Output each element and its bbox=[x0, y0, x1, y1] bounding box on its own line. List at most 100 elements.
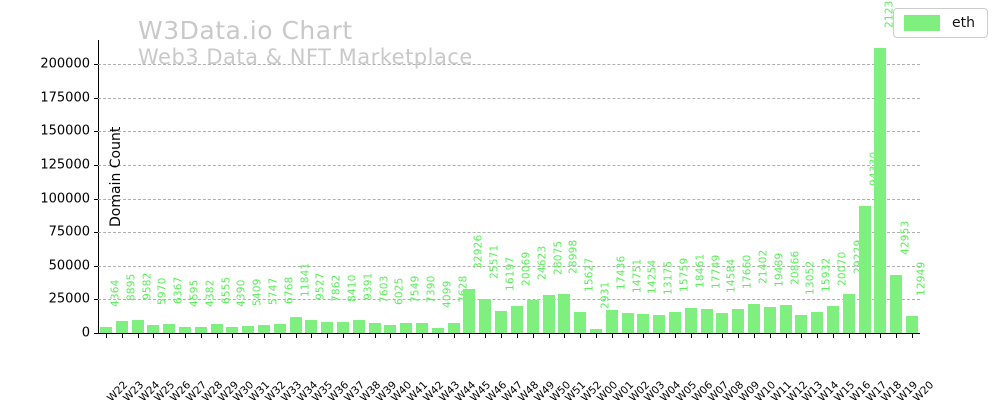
bar-group[interactable]: 4390 bbox=[224, 40, 248, 333]
bar-group[interactable]: 17660 bbox=[730, 40, 754, 333]
bar-group[interactable]: 17749 bbox=[699, 40, 722, 333]
bar[interactable] bbox=[510, 306, 523, 333]
bar[interactable] bbox=[305, 320, 318, 333]
bar[interactable] bbox=[163, 324, 176, 333]
bar[interactable] bbox=[748, 304, 760, 333]
bar-group[interactable]: 32926 bbox=[462, 40, 485, 333]
bar[interactable] bbox=[147, 324, 160, 333]
bar[interactable] bbox=[732, 309, 745, 333]
bar[interactable] bbox=[178, 326, 191, 333]
bar[interactable] bbox=[558, 294, 571, 333]
bar[interactable] bbox=[684, 308, 697, 333]
bar-group[interactable]: 6367 bbox=[161, 40, 185, 333]
bar-group[interactable]: 8410 bbox=[335, 40, 359, 333]
bar-group[interactable]: 15627 bbox=[572, 40, 596, 333]
bar-group[interactable]: 5970 bbox=[145, 40, 169, 333]
bar[interactable] bbox=[653, 315, 666, 333]
bar-group[interactable]: 25571 bbox=[477, 40, 501, 333]
bar[interactable] bbox=[447, 322, 460, 333]
bar[interactable] bbox=[257, 325, 270, 333]
bar-group[interactable]: 2931 bbox=[588, 40, 611, 333]
bar-group[interactable]: 24623 bbox=[525, 40, 548, 333]
bar[interactable] bbox=[795, 315, 808, 333]
bar[interactable] bbox=[463, 288, 476, 333]
bar[interactable] bbox=[779, 304, 792, 333]
bar[interactable] bbox=[589, 329, 602, 333]
bar-group[interactable]: 21402 bbox=[746, 40, 770, 333]
bar[interactable] bbox=[321, 322, 334, 333]
bar-group[interactable]: 13052 bbox=[794, 40, 817, 333]
bar-group[interactable]: 14584 bbox=[715, 40, 738, 333]
bar-group[interactable]: 14254 bbox=[635, 40, 659, 333]
bar-group[interactable]: 42953 bbox=[888, 40, 912, 333]
bar[interactable] bbox=[226, 327, 239, 333]
bar-group[interactable]: 15932 bbox=[809, 40, 833, 333]
bar-group[interactable]: 29229 bbox=[841, 40, 864, 333]
bar-group[interactable]: 6768 bbox=[272, 40, 295, 333]
bar[interactable] bbox=[668, 311, 681, 333]
bar-group[interactable]: 11841 bbox=[288, 40, 311, 333]
bar-group[interactable]: 94330 bbox=[857, 40, 880, 333]
bar[interactable] bbox=[194, 327, 207, 333]
bar[interactable] bbox=[716, 313, 729, 333]
bar-group[interactable]: 20069 bbox=[509, 40, 532, 333]
bar[interactable] bbox=[526, 299, 539, 333]
bar-group[interactable]: 4364 bbox=[98, 40, 121, 333]
bar[interactable] bbox=[242, 325, 255, 333]
bar-group[interactable]: 5747 bbox=[256, 40, 279, 333]
bar[interactable] bbox=[115, 321, 128, 333]
bar-group[interactable]: 13175 bbox=[651, 40, 675, 333]
bar-group[interactable]: 7862 bbox=[319, 40, 343, 333]
bar-group[interactable]: 19489 bbox=[762, 40, 785, 333]
bar[interactable] bbox=[416, 323, 429, 333]
bar-group[interactable]: 12949 bbox=[904, 40, 928, 333]
bar[interactable] bbox=[811, 311, 824, 333]
bar[interactable] bbox=[621, 313, 634, 333]
bar-group[interactable]: 4099 bbox=[430, 40, 453, 333]
bar-group[interactable]: 6025 bbox=[383, 40, 406, 333]
bar-group[interactable]: 7390 bbox=[414, 40, 438, 333]
bar[interactable] bbox=[542, 295, 555, 333]
bar[interactable] bbox=[384, 324, 397, 333]
bar-group[interactable]: 7603 bbox=[367, 40, 390, 333]
bar-group[interactable]: 212382 bbox=[873, 0, 896, 333]
bar[interactable] bbox=[827, 306, 840, 333]
bar-group[interactable]: 7628 bbox=[446, 40, 469, 333]
bar-group[interactable]: 4595 bbox=[177, 40, 200, 333]
bar-group[interactable]: 6555 bbox=[209, 40, 232, 333]
bar[interactable] bbox=[352, 320, 365, 333]
bar[interactable] bbox=[842, 293, 855, 333]
bar[interactable] bbox=[605, 309, 618, 333]
bar-group[interactable]: 5409 bbox=[240, 40, 264, 333]
bar[interactable] bbox=[574, 312, 587, 333]
bar-group[interactable]: 20070 bbox=[825, 40, 849, 333]
bar-group[interactable]: 28075 bbox=[541, 40, 564, 333]
bar-group[interactable]: 28998 bbox=[556, 40, 580, 333]
bar-group[interactable]: 7549 bbox=[398, 40, 422, 333]
bar[interactable] bbox=[906, 315, 919, 333]
bar[interactable] bbox=[637, 313, 650, 333]
bar[interactable] bbox=[495, 311, 508, 333]
bar-group[interactable]: 4382 bbox=[193, 40, 216, 333]
bar[interactable] bbox=[431, 327, 444, 333]
bar-group[interactable]: 8895 bbox=[114, 40, 137, 333]
bar[interactable] bbox=[874, 47, 887, 333]
bar-group[interactable]: 9391 bbox=[351, 40, 374, 333]
bar[interactable] bbox=[210, 324, 223, 333]
bar-group[interactable]: 16197 bbox=[493, 40, 517, 333]
bar-group[interactable]: 15759 bbox=[667, 40, 690, 333]
bar[interactable] bbox=[337, 321, 349, 333]
bar[interactable] bbox=[763, 306, 776, 333]
bar[interactable] bbox=[99, 327, 112, 333]
bar-group[interactable]: 9582 bbox=[130, 40, 153, 333]
bar-group[interactable]: 20866 bbox=[778, 40, 801, 333]
bar[interactable] bbox=[131, 320, 144, 333]
bar[interactable] bbox=[858, 206, 871, 333]
bar[interactable] bbox=[890, 275, 903, 333]
bar[interactable] bbox=[400, 322, 413, 333]
bar[interactable] bbox=[700, 309, 713, 333]
bar[interactable] bbox=[289, 317, 302, 333]
bar[interactable] bbox=[273, 323, 286, 333]
bar-group[interactable]: 18461 bbox=[683, 40, 706, 333]
bar-group[interactable]: 14751 bbox=[620, 40, 643, 333]
